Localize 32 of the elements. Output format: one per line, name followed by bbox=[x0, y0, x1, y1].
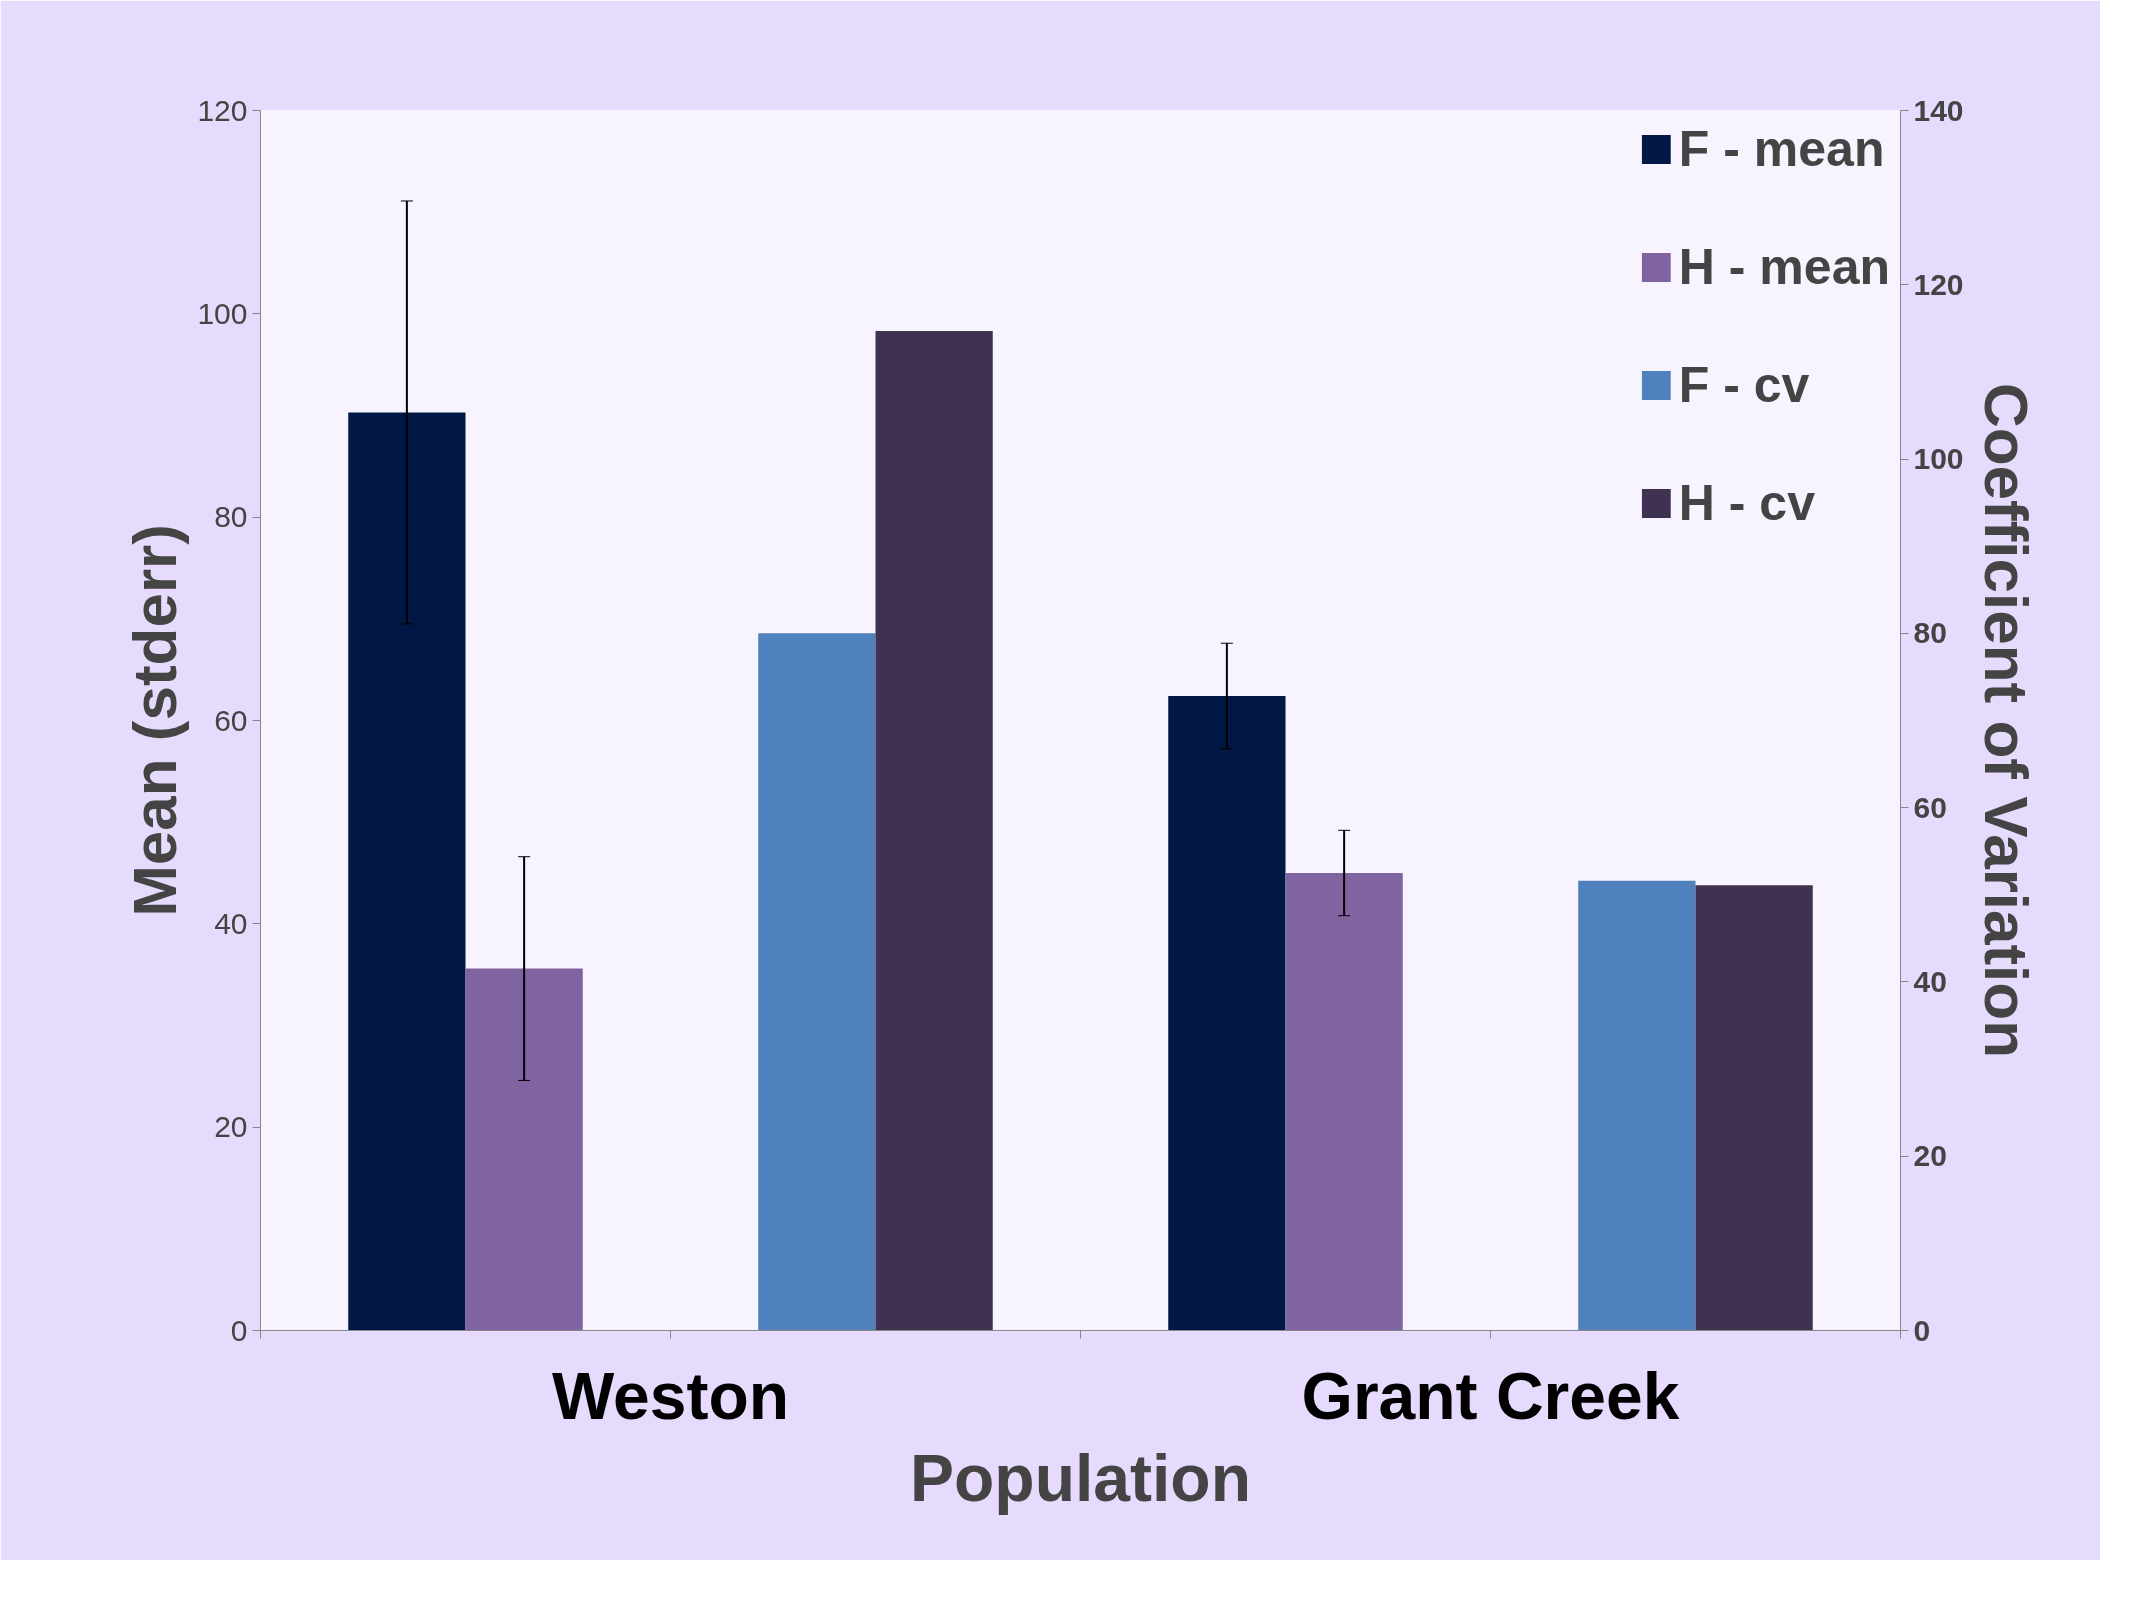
bar bbox=[1695, 885, 1813, 1331]
legend-label: F - mean bbox=[1678, 120, 1885, 178]
bar bbox=[348, 412, 466, 1331]
y-tick-label: 20 bbox=[214, 1110, 248, 1144]
y2-axis-title: Coefficient of Variation bbox=[1971, 382, 2041, 1059]
y2-tick-label: 40 bbox=[1913, 964, 1947, 998]
y-tick-label: 40 bbox=[214, 906, 248, 940]
y2-tick-label: 60 bbox=[1913, 790, 1947, 824]
y-tick-label: 60 bbox=[214, 703, 248, 737]
bar bbox=[758, 633, 876, 1331]
legend-label: H - cv bbox=[1678, 474, 1815, 532]
y-tick-label: 100 bbox=[197, 296, 248, 330]
y2-tick-label: 100 bbox=[1913, 442, 1964, 476]
bar bbox=[1168, 696, 1286, 1331]
y2-tick-label: 140 bbox=[1913, 93, 1964, 127]
legend-label: F - cv bbox=[1678, 356, 1810, 414]
bar bbox=[1578, 880, 1696, 1331]
y-tick-label: 0 bbox=[230, 1313, 248, 1347]
bar bbox=[465, 968, 583, 1331]
y-axis-title: Mean (stderr) bbox=[120, 524, 190, 917]
x-tick-label: Grant Creek bbox=[1301, 1358, 1680, 1433]
x-axis-title: Population bbox=[910, 1440, 1251, 1515]
bar bbox=[1285, 873, 1403, 1331]
bar bbox=[875, 330, 993, 1331]
y-tick-label: 120 bbox=[197, 93, 248, 127]
y2-tick-label: 20 bbox=[1913, 1139, 1947, 1173]
y2-tick-label: 80 bbox=[1913, 616, 1947, 650]
x-tick-label: Weston bbox=[551, 1358, 790, 1433]
y2-tick-label: 120 bbox=[1913, 267, 1964, 301]
y-tick-label: 80 bbox=[214, 500, 248, 534]
legend-label: H - mean bbox=[1678, 238, 1890, 296]
y2-tick-label: 0 bbox=[1913, 1313, 1931, 1347]
